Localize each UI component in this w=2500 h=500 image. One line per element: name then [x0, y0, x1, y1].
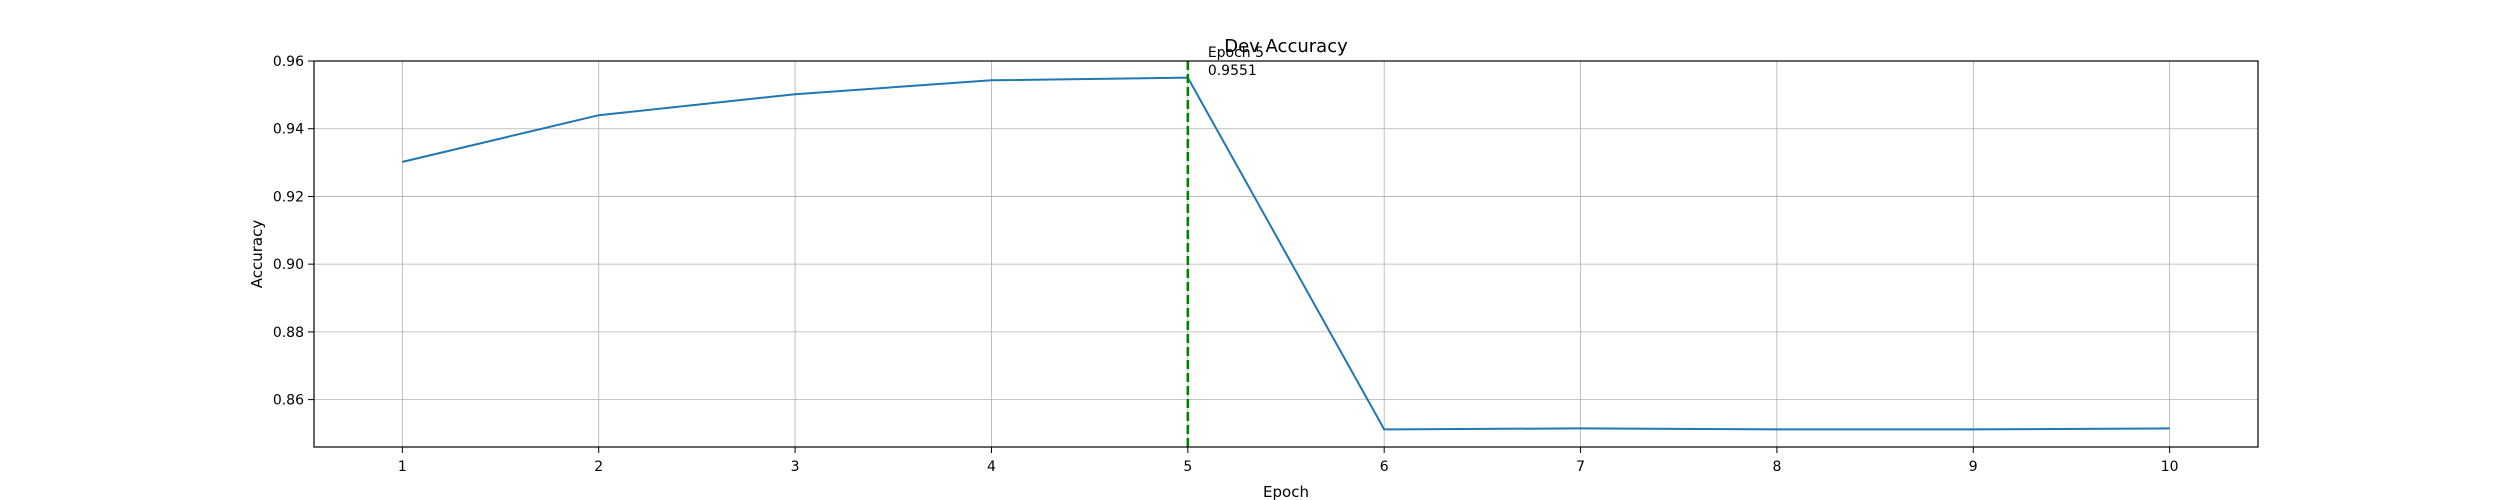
series-line	[402, 76, 2170, 431]
y-tick-label: 0.90	[273, 257, 304, 273]
x-tick-label: 5	[1183, 459, 1192, 475]
y-tick-label: 0.96	[273, 54, 304, 70]
x-tick-label: 8	[1772, 459, 1781, 475]
x-tick-label: 1	[398, 459, 407, 475]
y-axis-label: Accuracy	[248, 220, 266, 289]
annotation-value: 0.9551	[1208, 63, 1257, 79]
x-tick-label: 9	[1969, 459, 1978, 475]
x-tick-label: 4	[987, 459, 996, 475]
x-tick-label: 6	[1380, 459, 1389, 475]
x-axis-label: Epoch	[1263, 483, 1309, 500]
x-tick-label: 7	[1576, 459, 1585, 475]
plot-frame	[313, 60, 2259, 448]
peak-annotation: Epoch 5 0.9551	[1208, 45, 1264, 79]
annotation-epoch: Epoch 5	[1208, 45, 1264, 61]
y-tick-label: 0.92	[273, 189, 304, 205]
x-tick-label: 10	[2161, 459, 2179, 475]
y-tick-label: 0.86	[273, 393, 304, 409]
x-tick-label: 3	[791, 459, 800, 475]
x-tick-label: 2	[594, 459, 603, 475]
y-tick-label: 0.94	[273, 122, 304, 138]
ticks: 1 2 3 4 5 6 7 8 9 10 0.86 0.88 0.90 0.92 0.94 0.96	[273, 54, 2179, 475]
chart-title: Dev Accuracy	[1224, 36, 1348, 57]
y-tick-label: 0.88	[273, 325, 304, 341]
series-layer	[402, 76, 2170, 431]
